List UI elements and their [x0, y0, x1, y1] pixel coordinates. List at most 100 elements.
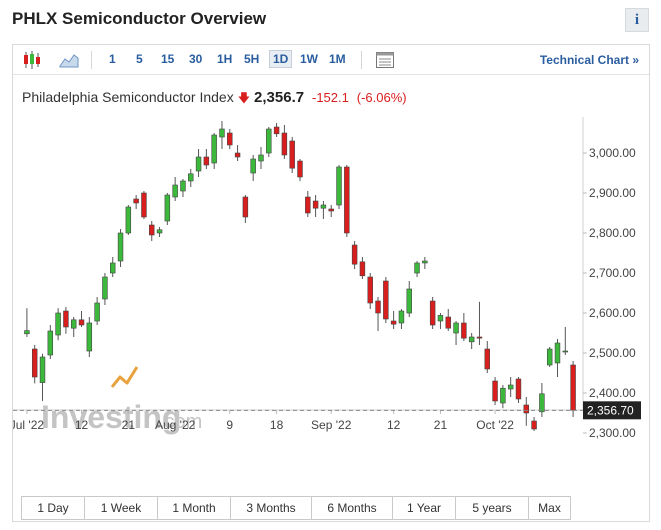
candle-up [453, 321, 459, 345]
table-view-icon[interactable] [374, 49, 396, 71]
candle-body [390, 320, 397, 325]
candle-up [398, 309, 405, 329]
candlestick-chart[interactable]: Investing .com Jul '22 12 21 Aug '22 9 18 Sep … [13, 117, 649, 447]
candle-down [344, 165, 350, 237]
area-chart-icon[interactable] [58, 49, 80, 71]
candle-body [546, 348, 553, 366]
candle-down [227, 129, 233, 149]
candle-down [149, 221, 155, 241]
page-title: PHLX Semiconductor Overview [12, 9, 267, 28]
candle-body [539, 393, 545, 413]
candle-up [320, 201, 327, 219]
candle-down [273, 123, 280, 137]
candle-up [70, 317, 77, 337]
candle-down [523, 397, 530, 426]
candle-body [63, 310, 69, 328]
candle-up [180, 179, 186, 197]
technical-chart-link[interactable]: Technical Chart » [539, 53, 639, 67]
candle-body [70, 319, 77, 329]
range-selector: 1 Day 1 Week 1 Month 3 Months 6 Months 1… [21, 496, 571, 520]
candle-body [227, 132, 233, 146]
candle-down [63, 307, 69, 334]
candle-body [141, 192, 147, 218]
range-1-month[interactable]: 1 Month [158, 497, 231, 519]
candle-body [266, 128, 272, 154]
candle-body [94, 302, 100, 322]
candle-body [281, 132, 288, 156]
candle-body [437, 315, 444, 322]
range-max[interactable]: Max [538, 501, 561, 515]
candle-down [445, 309, 451, 331]
candle-body [461, 322, 467, 339]
range-6-months[interactable]: 6 Months [312, 497, 393, 519]
candle-body [195, 156, 202, 172]
range-1-year[interactable]: 1 Year [393, 497, 456, 519]
candle-up [437, 313, 444, 329]
candle-body [86, 322, 93, 352]
candle-body [188, 173, 194, 182]
x-tick-label: Aug '22 [155, 418, 196, 432]
candle-down [78, 311, 85, 327]
timeframe-1h[interactable]: 1H [217, 52, 233, 66]
y-tick-label: 2,900.00 [589, 186, 636, 200]
candle-up [500, 385, 506, 409]
candle-body [24, 330, 30, 335]
candle-body [39, 356, 46, 383]
quote-line: Philadelphia Semiconductor Index 🡇 2,356.7… [22, 89, 407, 110]
candle-body [305, 196, 311, 214]
x-tick-label: 9 [226, 418, 233, 432]
candle-down [367, 273, 373, 309]
chart-toolbar: 1 5 15 30 1H 5H 1D 1W 1M Technical Chart… [13, 45, 649, 75]
timeframe-1d[interactable]: 1D [269, 50, 293, 68]
candle-down [203, 149, 210, 169]
candle-body [328, 208, 334, 212]
timeframe-30min[interactable]: 30 [189, 52, 203, 66]
x-tick-label: 12 [75, 418, 89, 432]
range-5-years[interactable]: 5 years [456, 497, 529, 519]
candle-body [203, 156, 210, 166]
y-tick-label: 2,600.00 [589, 306, 636, 320]
timeframe-1w[interactable]: 1W [300, 52, 318, 66]
toolbar-divider [91, 51, 92, 69]
candle-body [453, 322, 459, 334]
candle-body [570, 364, 576, 411]
last-price-tag-label: 2,356.70 [587, 403, 634, 417]
candle-down [242, 195, 249, 223]
candle-down [359, 257, 366, 279]
candle-body [523, 404, 530, 414]
candle-body [273, 126, 280, 135]
svg-text:.com: .com [159, 411, 202, 433]
candle-down [297, 159, 303, 181]
candle-body [149, 224, 155, 236]
candle-up [336, 165, 342, 209]
info-button[interactable]: i [625, 8, 649, 32]
candle-up [94, 297, 100, 325]
candle-body [500, 387, 506, 404]
candle-body [476, 336, 483, 339]
candle-down [312, 195, 319, 217]
candle-body [562, 350, 569, 353]
candle-body [172, 184, 178, 198]
timeframe-15min[interactable]: 15 [161, 52, 175, 66]
range-1-week[interactable]: 1 Week [85, 497, 158, 519]
y-tick-label: 2,700.00 [589, 266, 636, 280]
range-1-day[interactable]: 1 Day [22, 497, 85, 519]
timeframe-5h[interactable]: 5H [244, 52, 260, 66]
timeframe-1min[interactable]: 1 [109, 52, 116, 66]
investing-watermark: Investing .com [41, 366, 202, 435]
candlestick-chart-icon[interactable] [21, 49, 43, 71]
candle-body [351, 244, 358, 265]
candle-body [117, 232, 124, 262]
candle-down [31, 345, 38, 384]
candle-down [133, 195, 139, 209]
candle-up [562, 327, 569, 355]
candle-body [468, 336, 475, 343]
range-3-months[interactable]: 3 Months [231, 497, 312, 519]
candle-down [305, 191, 311, 217]
candle-body [367, 276, 373, 304]
x-tick-label: 18 [270, 418, 284, 432]
candle-up [188, 169, 194, 187]
timeframe-1m[interactable]: 1M [329, 52, 346, 66]
timeframe-5min[interactable]: 5 [136, 52, 143, 66]
x-tick-label: 21 [122, 418, 136, 432]
